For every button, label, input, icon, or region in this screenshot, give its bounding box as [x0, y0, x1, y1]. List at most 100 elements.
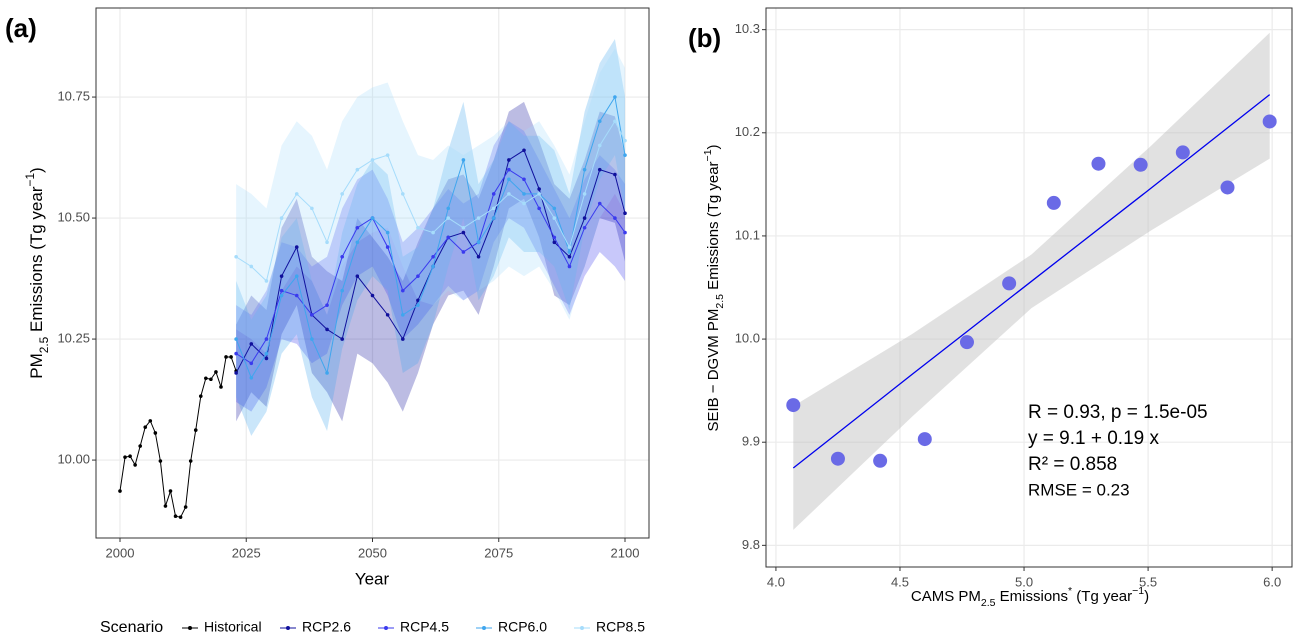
point [507, 167, 511, 172]
point [1002, 276, 1017, 291]
point [461, 225, 466, 230]
point [279, 288, 284, 293]
x-tick-label: 5.5 [1139, 574, 1157, 589]
point [597, 119, 602, 124]
point [552, 240, 557, 245]
point [123, 455, 127, 459]
point [613, 172, 617, 177]
y-axis-title: SEIB − DGVM PM2.5 Emissions (Tg year−1) [702, 144, 726, 431]
x-tick-label: 2075 [484, 545, 513, 560]
point [193, 428, 198, 432]
point [1262, 114, 1277, 129]
legend-title: Scenario [100, 619, 163, 636]
point [355, 225, 360, 230]
point [623, 138, 627, 143]
point [325, 371, 329, 375]
point [183, 505, 188, 509]
point [229, 355, 233, 359]
point [446, 206, 451, 211]
point [507, 177, 511, 182]
point [385, 245, 390, 249]
x-tick-label: 5.0 [1015, 574, 1033, 589]
point [623, 230, 627, 235]
label-part: PM [27, 353, 46, 379]
point [431, 230, 435, 235]
confidence-band [236, 48, 626, 354]
point [431, 254, 435, 259]
point [168, 489, 173, 493]
legend-dot [188, 626, 192, 630]
point [416, 303, 420, 307]
label-part: 2.5 [37, 336, 51, 353]
point [234, 337, 238, 341]
x-tick-label: 2000 [106, 545, 135, 560]
point [264, 356, 269, 361]
point [461, 158, 466, 162]
point [597, 143, 602, 148]
point [294, 293, 299, 298]
point [1091, 156, 1106, 171]
point [310, 337, 314, 341]
point [224, 355, 228, 359]
label-part: −1 [702, 149, 714, 161]
point [401, 337, 405, 341]
y-tick-label: 10.3 [735, 21, 760, 36]
point [385, 313, 390, 317]
legend-label: Historical [204, 619, 262, 635]
point [416, 298, 420, 303]
point [385, 153, 390, 157]
plot-area [766, 8, 1292, 567]
point [476, 254, 481, 259]
point [294, 192, 299, 196]
point [873, 453, 888, 468]
point [416, 225, 420, 230]
plot-border [765, 7, 1293, 568]
point [340, 337, 344, 341]
point [613, 216, 617, 220]
label-part: ) [1144, 588, 1149, 605]
point [153, 431, 158, 435]
point [355, 167, 360, 172]
point [582, 225, 587, 230]
point [416, 274, 420, 278]
legend-label: RCP2.6 [302, 619, 351, 635]
point [446, 235, 451, 240]
point [264, 279, 269, 283]
point [163, 504, 168, 508]
x-tick-label: 4.0 [767, 574, 785, 589]
point [491, 206, 496, 211]
annotation: y = 9.1 + 0.19 x [1028, 428, 1159, 449]
point [1175, 145, 1190, 160]
point [786, 398, 801, 413]
point [294, 274, 299, 278]
point [582, 216, 587, 220]
label-part: CAMS PM [911, 588, 981, 605]
label-part: −1 [23, 173, 37, 187]
x-tick-label: 2100 [611, 545, 640, 560]
point [491, 192, 496, 196]
point [567, 264, 572, 269]
plot-border [95, 7, 650, 539]
point [310, 206, 314, 211]
point [537, 187, 541, 191]
y-tick-label: 10.1 [735, 227, 760, 242]
legend-dot [286, 626, 290, 630]
line [792, 94, 1271, 469]
legend-label: RCP6.0 [498, 619, 547, 635]
y-tick-label: 10.0 [735, 331, 760, 346]
point [461, 230, 466, 235]
point [401, 288, 405, 293]
x-axis-title: Year [355, 569, 390, 588]
label-part: ) [27, 167, 46, 173]
point [1046, 195, 1061, 210]
point [522, 177, 526, 182]
point [507, 192, 511, 196]
point [178, 515, 183, 519]
annotation: R² = 0.858 [1028, 454, 1117, 475]
x-tick-label: 2050 [358, 545, 387, 560]
point [249, 342, 254, 346]
point [522, 201, 526, 206]
point [613, 119, 617, 124]
point [401, 313, 405, 317]
line [119, 356, 237, 518]
